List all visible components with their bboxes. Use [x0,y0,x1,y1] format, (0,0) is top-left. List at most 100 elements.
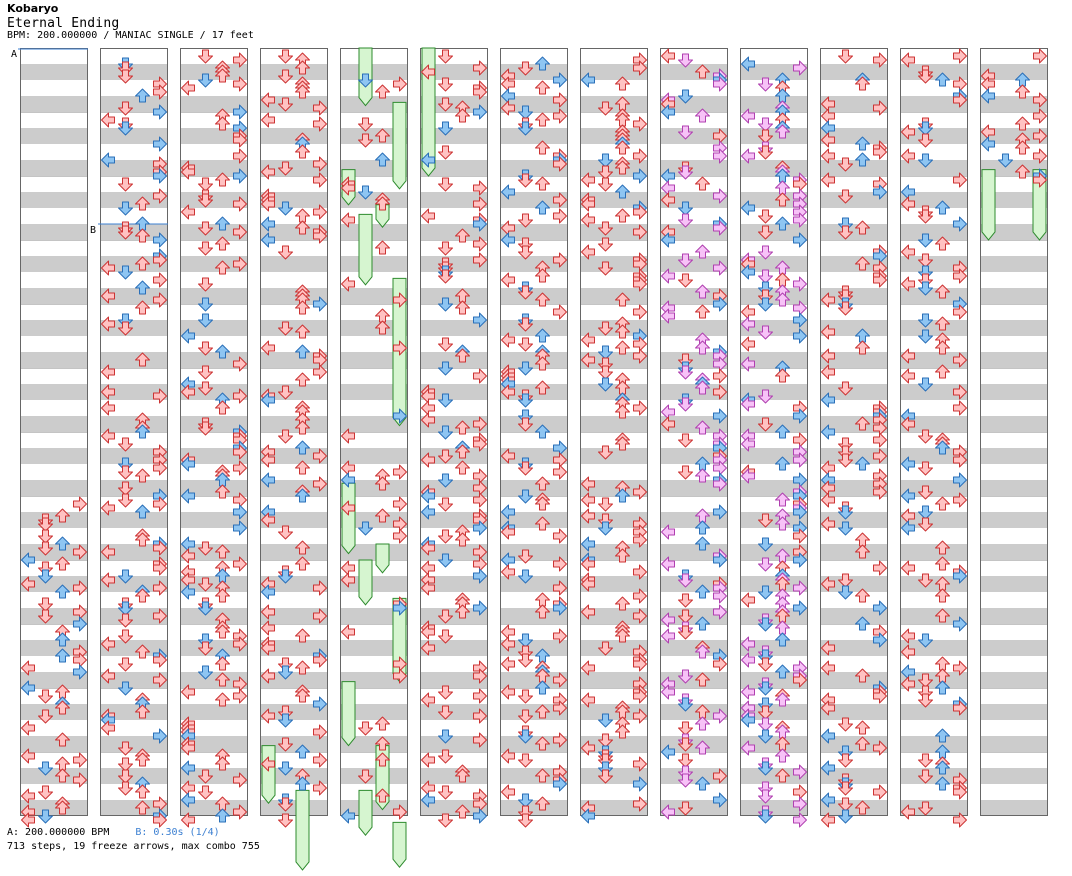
down-arrow-icon [438,529,453,544]
down-arrow-icon [678,609,693,624]
down-arrow-icon [758,209,773,224]
up-arrow-icon [455,768,470,783]
down-arrow-icon [278,657,293,672]
beat-band [900,576,968,592]
left-arrow-icon [101,720,115,736]
down-arrow-icon [758,809,773,824]
down-arrow-icon [38,689,53,704]
right-arrow-icon [793,328,807,344]
left-arrow-icon [421,752,435,768]
beat-band [260,800,328,816]
right-arrow-icon [233,556,247,572]
beat-band [260,736,328,752]
up-arrow-icon [695,584,710,599]
up-arrow-icon [375,240,390,255]
left-arrow-icon [261,112,275,128]
right-arrow-icon [633,304,647,320]
left-arrow-icon [741,148,755,164]
beat-band [580,544,648,560]
up-arrow-icon [135,228,150,243]
beat-band [180,608,248,624]
right-arrow-icon [713,768,727,784]
left-arrow-icon [261,232,275,248]
down-arrow-icon [518,317,533,332]
down-arrow-icon [198,313,213,328]
beat-band [100,224,168,240]
beat-band [340,672,408,688]
right-arrow-icon [153,84,167,100]
beat-band [820,160,888,176]
left-arrow-icon [901,52,915,68]
beat-band [340,768,408,784]
down-arrow-icon [518,633,533,648]
beat-band [500,576,568,592]
right-arrow-icon [793,232,807,248]
beat-band [900,320,968,336]
down-arrow-icon [838,453,853,468]
up-arrow-icon [615,404,630,419]
right-arrow-icon [713,384,727,400]
down-arrow-icon [118,437,133,452]
beat-band [660,160,728,176]
beat-band [900,736,968,752]
right-arrow-icon [553,700,567,716]
left-arrow-icon [501,524,515,540]
left-arrow-icon [581,476,595,492]
down-arrow-icon [518,805,533,820]
left-arrow-icon [741,436,755,452]
right-arrow-icon [953,48,967,64]
down-arrow-icon [38,561,53,576]
down-arrow-icon [598,221,613,236]
right-arrow-icon [393,600,407,616]
beat-band [100,256,168,272]
up-arrow-icon [535,592,550,607]
right-arrow-icon [633,60,647,76]
beat-band [900,704,968,720]
beat-band [580,800,648,816]
right-arrow-icon [713,504,727,520]
down-arrow-icon [198,193,213,208]
bpm-a-info: A: 200.000000 BPM [7,827,110,838]
up-arrow-icon [615,488,630,503]
left-arrow-icon [421,640,435,656]
left-arrow-icon [421,412,435,428]
beat-band [340,288,408,304]
up-arrow-icon [935,540,950,555]
down-arrow-icon [838,781,853,796]
left-arrow-icon [101,152,115,168]
left-arrow-icon [501,232,515,248]
beat-band [820,480,888,496]
beat-band [260,768,328,784]
down-arrow-icon [198,641,213,656]
down-arrow-icon [838,585,853,600]
down-arrow-icon [438,393,453,408]
up-arrow-icon [295,628,310,643]
left-arrow-icon [261,92,275,108]
column-border [260,48,328,816]
left-arrow-icon [501,332,515,348]
beat-band [420,448,488,464]
down-arrow-icon [678,465,693,480]
step-notes [21,48,1047,828]
right-arrow-icon [553,108,567,124]
up-arrow-icon [615,340,630,355]
down-arrow-icon [918,313,933,328]
beat-band [100,448,168,464]
beat-band [820,64,888,80]
beat-band [260,256,328,272]
up-arrow-icon [775,664,790,679]
up-arrow-icon [695,740,710,755]
beat-band [180,224,248,240]
beat-band [260,128,328,144]
down-arrow-icon [118,769,133,784]
down-arrow-icon [678,53,693,68]
up-arrow-icon [295,344,310,359]
up-arrow-icon [295,220,310,235]
up-arrow-icon [535,496,550,511]
down-arrow-icon [438,49,453,64]
down-arrow-icon [438,785,453,800]
down-arrow-icon [678,365,693,380]
beat-band [420,320,488,336]
beat-band [820,288,888,304]
up-arrow-icon [855,668,870,683]
